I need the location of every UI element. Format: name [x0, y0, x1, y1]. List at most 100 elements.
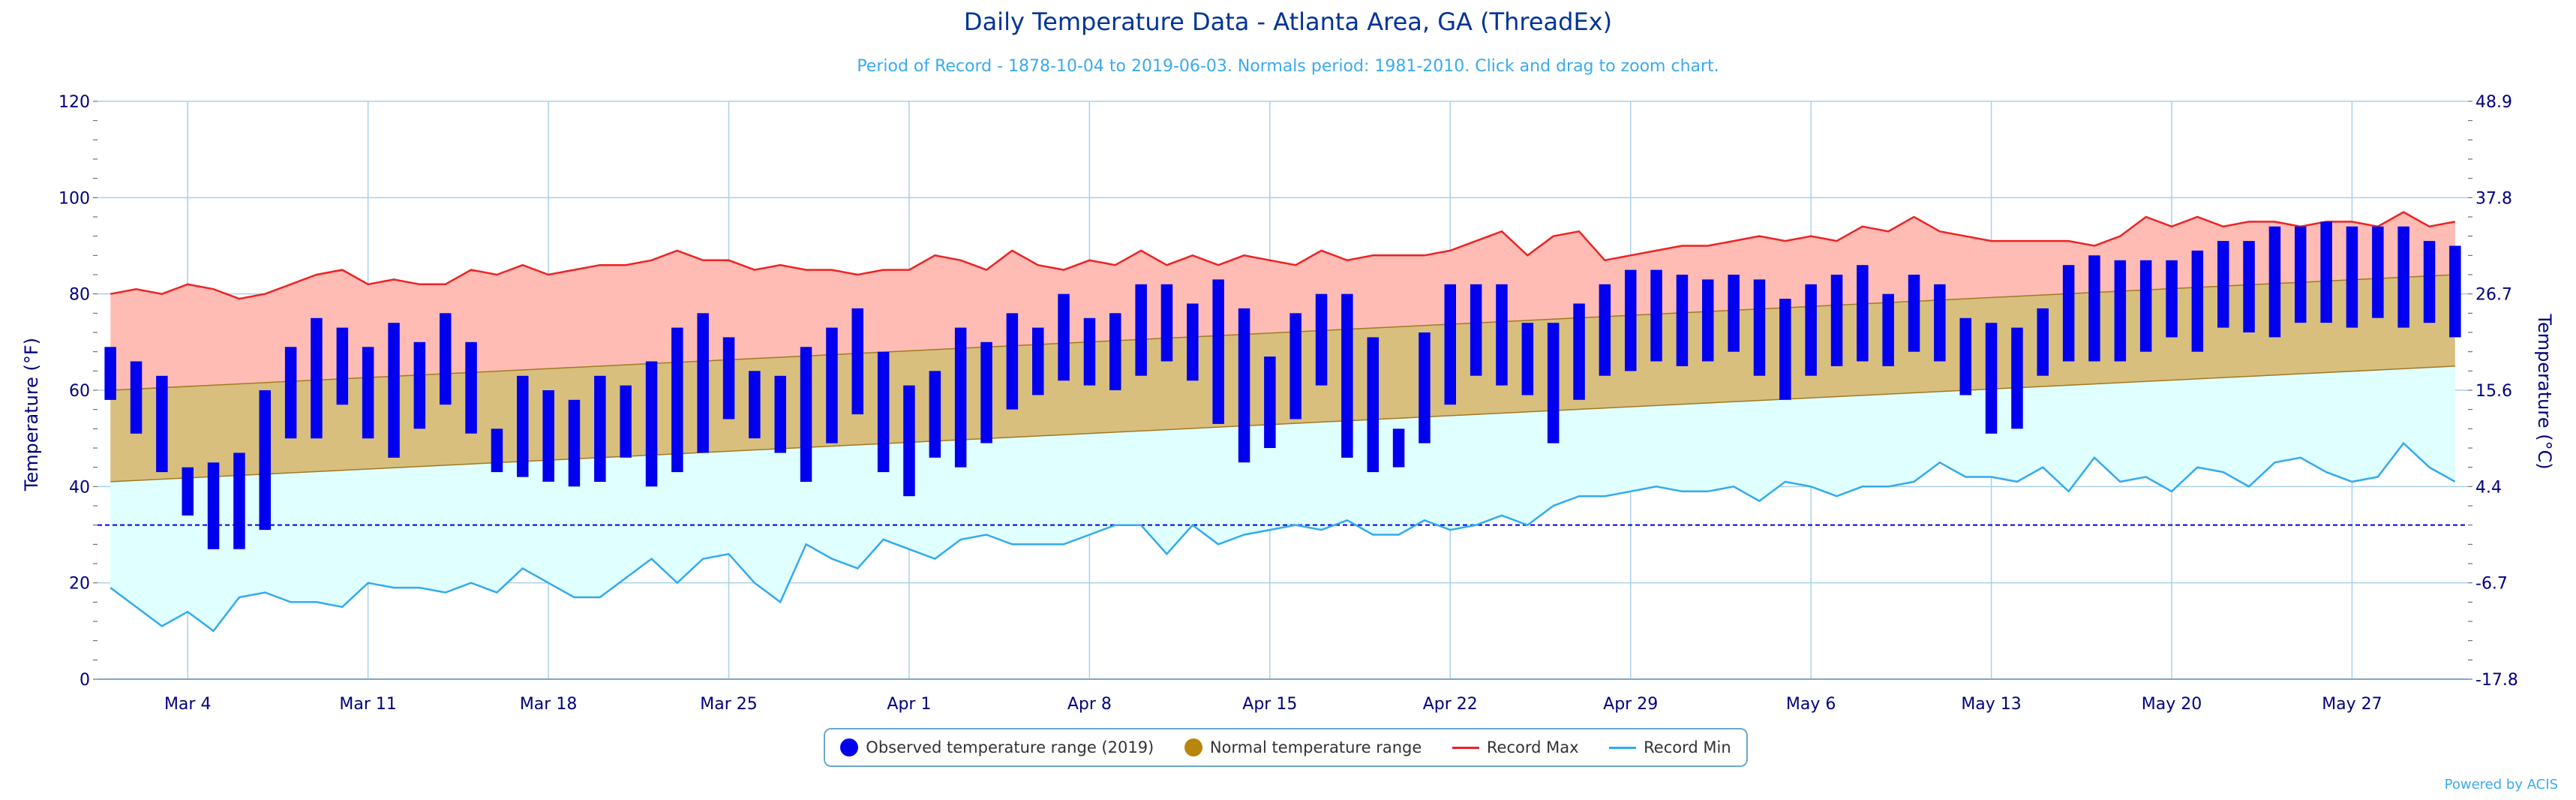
- max-line-icon: [1452, 746, 1479, 749]
- observed-bar: [1676, 275, 1689, 366]
- observed-bar: [671, 327, 683, 473]
- observed-bar: [1650, 269, 1662, 362]
- y-tick-label-left: 40: [69, 478, 90, 497]
- y-tick-label-left: 120: [59, 93, 90, 112]
- observed-bar: [1083, 317, 1096, 386]
- observed-bar: [1470, 284, 1482, 376]
- observed-marker-icon: [840, 738, 859, 756]
- observed-bar: [2217, 241, 2229, 328]
- observed-bar: [2139, 260, 2152, 352]
- x-tick-label: Apr 29: [1603, 695, 1658, 714]
- chart-title: Daily Temperature Data - Atlanta Area, G…: [963, 8, 1613, 36]
- observed-bar: [2397, 226, 2409, 328]
- observed-bar: [1573, 303, 1585, 400]
- observed-bar: [800, 347, 812, 482]
- observed-bar: [1547, 323, 1560, 444]
- observed-bar: [1160, 284, 1173, 362]
- x-tick-label: Apr 1: [887, 695, 931, 714]
- observed-bar: [1109, 313, 1121, 390]
- observed-bar: [1728, 275, 1740, 352]
- observed-bar: [1058, 293, 1070, 381]
- y-tick-label-left: 0: [80, 671, 90, 690]
- observed-bar: [284, 347, 297, 439]
- legend-label-max: Record Max: [1486, 738, 1579, 756]
- legend-item-min[interactable]: Record Min: [1609, 738, 1731, 756]
- x-tick-label: Apr 22: [1423, 695, 1478, 714]
- credits-link[interactable]: Powered by ACIS: [2444, 777, 2558, 792]
- x-tick-label: Apr 8: [1067, 695, 1112, 714]
- x-tick-label: May 6: [1786, 695, 1836, 714]
- record-max-line: [110, 211, 2456, 300]
- observed-bar: [2088, 255, 2100, 362]
- observed-bar: [104, 347, 116, 400]
- observed-bar: [1187, 303, 1199, 381]
- y-tick-label-left: 100: [59, 189, 90, 208]
- observed-bar: [413, 341, 426, 429]
- axes: 0 -17.8 20 -6.7 40 4.4 60 15.6 80 26.7 100 37.8 120 4…: [59, 93, 2518, 714]
- observed-bar: [1315, 293, 1328, 386]
- observed-bar: [2295, 226, 2307, 323]
- x-tick-label: Mar 25: [700, 695, 758, 714]
- record-max-fill: [110, 212, 2455, 390]
- observed-bar: [1857, 265, 1869, 362]
- observed-bar: [2449, 245, 2461, 338]
- observed-bar: [336, 327, 349, 405]
- record-lines: [98, 211, 2468, 633]
- record-min-line: [110, 441, 2456, 633]
- observed-bar: [2166, 260, 2178, 338]
- observed-bar: [440, 313, 452, 405]
- observed-bar: [722, 337, 735, 420]
- observed-bar: [774, 375, 786, 453]
- observed-bar: [2037, 308, 2049, 376]
- y-tick-label-right: 4.4: [2475, 478, 2502, 497]
- observed-bar: [491, 429, 503, 473]
- observed-bar: [1238, 308, 1250, 463]
- observed-bar: [2268, 226, 2281, 338]
- observed-bar: [259, 390, 271, 531]
- observed-bar: [207, 462, 220, 549]
- y-tick-label-right: 26.7: [2475, 286, 2512, 305]
- observed-bar: [1135, 284, 1147, 376]
- min-line-icon: [1609, 746, 1637, 749]
- observed-bar: [749, 371, 761, 439]
- chart-subtitle: Period of Record - 1878-10-04 to 2019-06…: [857, 57, 1719, 76]
- y-tick-label-right: -6.7: [2475, 575, 2508, 594]
- x-tick-label: Mar 4: [164, 695, 212, 714]
- observed-bar: [1290, 313, 1302, 420]
- legend-label-normal: Normal temperature range: [1209, 738, 1422, 756]
- observed-bar: [311, 317, 323, 439]
- legend: Observed temperature range (2019) Normal…: [824, 728, 1748, 767]
- observed-bar: [697, 313, 709, 453]
- legend-label-observed: Observed temperature range (2019): [866, 738, 1154, 756]
- y-tick-label-left: 80: [69, 286, 90, 305]
- legend-item-observed[interactable]: Observed temperature range (2019): [840, 738, 1154, 756]
- x-tick-label: Apr 15: [1242, 695, 1297, 714]
- y-tick-label-left: 20: [69, 575, 90, 594]
- legend-item-max[interactable]: Record Max: [1452, 738, 1579, 756]
- observed-bar: [1212, 279, 1224, 424]
- y-axis-label-right: Temperature (°C): [2534, 313, 2555, 469]
- y-tick-label-left: 60: [69, 382, 90, 401]
- observed-bar: [542, 390, 554, 482]
- y-tick-label-right: -17.8: [2475, 671, 2518, 690]
- observed-bar: [903, 385, 915, 497]
- observed-bar: [1341, 293, 1353, 458]
- normal-range-band: [110, 275, 2455, 482]
- observed-bar: [2062, 265, 2075, 362]
- observed-bar: [1779, 299, 1791, 400]
- observed-bar: [156, 375, 168, 473]
- observed-bar: [1908, 275, 1920, 352]
- x-tick-label: May 27: [2322, 695, 2382, 714]
- observed-bar: [1419, 332, 1431, 444]
- observed-bar: [2346, 226, 2358, 328]
- legend-item-normal[interactable]: Normal temperature range: [1184, 738, 1422, 756]
- observed-bar: [568, 399, 581, 487]
- observed-bar: [954, 327, 967, 468]
- observed-bar: [1444, 284, 1456, 405]
- x-tick-label: Mar 18: [520, 695, 578, 714]
- observed-bar: [645, 361, 658, 487]
- legend-label-min: Record Min: [1644, 738, 1731, 756]
- observed-bar: [594, 375, 606, 482]
- observed-bar: [1882, 293, 1894, 366]
